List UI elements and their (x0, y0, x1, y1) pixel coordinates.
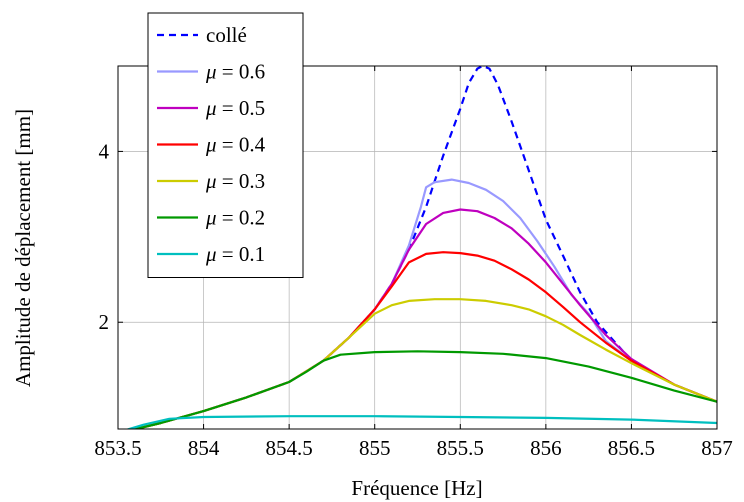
legend-symbol: μ (205, 206, 217, 230)
legend-name: collé (206, 23, 247, 47)
y-tick-label: 2 (99, 310, 110, 334)
y-tick-label: 4 (99, 139, 110, 163)
series-line-3 (131, 251, 717, 429)
x-tick-label: 856.5 (608, 436, 655, 460)
legend-value: = 0.4 (217, 133, 266, 157)
series-line-6 (125, 415, 717, 429)
legend-value: = 0.6 (217, 60, 266, 84)
x-tick-label: 857 (701, 436, 733, 460)
legend-value: = 0.3 (217, 169, 266, 193)
legend-label-4: μ = 0.3 (205, 169, 265, 193)
x-tick-label: 855.5 (437, 436, 484, 460)
legend-symbol: μ (205, 96, 217, 120)
legend-symbol: μ (205, 60, 217, 84)
x-tick-label: 853.5 (94, 436, 141, 460)
plot-frame (117, 65, 718, 430)
x-tick-label: 855 (359, 436, 391, 460)
legend-label-2: μ = 0.5 (205, 96, 265, 120)
legend-value: = 0.2 (217, 206, 266, 230)
legend-symbol: μ (205, 169, 217, 193)
series-line-4 (131, 298, 717, 429)
legend-label-1: μ = 0.6 (205, 60, 265, 84)
ticks: 853.5 854 854.5 855 855.5 856 856.5 857 2 4 (94, 66, 733, 460)
x-tick-label: 854 (188, 436, 220, 460)
legend-value: = 0.1 (217, 242, 266, 266)
legend-symbol: μ (205, 242, 217, 266)
x-tick-label: 854.5 (266, 436, 313, 460)
legend-value: = 0.5 (217, 96, 266, 120)
legend-label-5: μ = 0.2 (205, 206, 265, 230)
series-group (125, 66, 717, 429)
series-line-5 (131, 350, 717, 429)
legend-label-3: μ = 0.4 (205, 133, 266, 157)
x-axis-title: Fréquence [Hz] (351, 476, 482, 500)
legend-label-0: collé (206, 23, 247, 47)
x-tick-label: 856 (530, 436, 562, 460)
y-axis-title: Amplitude de déplacement [mm] (11, 109, 35, 387)
legend-symbol: μ (205, 133, 217, 157)
legend-label-6: μ = 0.1 (205, 242, 265, 266)
